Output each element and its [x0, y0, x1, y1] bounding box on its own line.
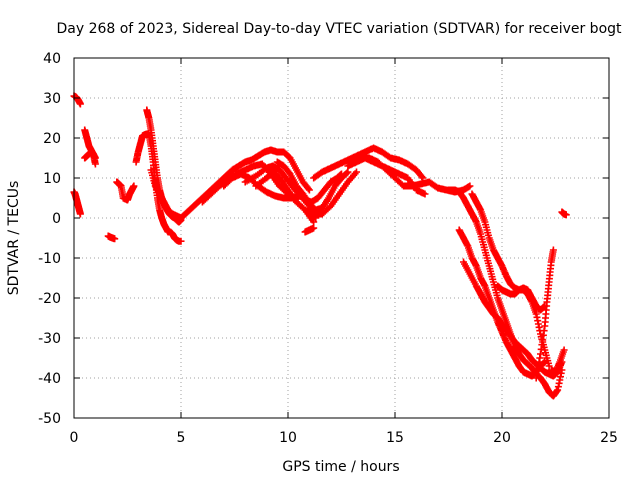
series-p	[301, 224, 318, 236]
y-axis-ticks: -50 -40 -30 -20 -10 0 10 20 30 40	[38, 51, 609, 427]
x-tick-label: 25	[600, 430, 618, 446]
x-tick-label: 10	[279, 430, 297, 446]
series-markers	[460, 258, 566, 380]
series-markers	[252, 168, 360, 218]
y-tick-label: -50	[38, 411, 61, 427]
series-f	[113, 178, 138, 204]
y-tick-label: -30	[38, 331, 61, 347]
x-tick-label: 15	[386, 430, 404, 446]
y-tick-label: -40	[38, 371, 61, 387]
series-markers	[310, 144, 427, 182]
series-q	[310, 144, 427, 182]
series-d	[81, 148, 99, 168]
x-tick-label: 5	[177, 430, 186, 446]
series-markers	[301, 224, 318, 236]
series-z	[547, 346, 568, 376]
series-e	[104, 232, 119, 243]
series-aa	[558, 208, 570, 219]
series-markers	[547, 346, 568, 376]
y-tick-label: 30	[43, 91, 61, 107]
series-markers	[532, 246, 557, 382]
plot-frame	[73, 57, 610, 419]
data-points	[70, 92, 570, 400]
series-v	[460, 258, 566, 380]
series-markers	[81, 148, 99, 168]
series-markers	[273, 158, 352, 214]
series-y	[532, 246, 557, 382]
x-axis-ticks: 0 5 10 15 20 25	[70, 58, 618, 446]
y-tick-label: 10	[43, 171, 61, 187]
series-o	[273, 158, 352, 214]
series-n	[252, 168, 360, 218]
series-markers	[70, 92, 84, 108]
x-tick-label: 20	[493, 430, 511, 446]
chart-title: Day 268 of 2023, Sidereal Day-to-day VTE…	[56, 21, 622, 37]
series-x	[494, 282, 549, 314]
x-axis-title: GPS time / hours	[282, 459, 399, 475]
y-tick-label: -20	[38, 291, 61, 307]
series-markers	[494, 282, 549, 314]
series-markers	[113, 178, 138, 204]
y-axis-title: SDTVAR / TECUs	[6, 181, 22, 296]
series-a	[70, 92, 84, 108]
series-markers	[558, 208, 570, 219]
x-tick-label: 0	[70, 430, 79, 446]
series-markers	[147, 166, 185, 222]
series-markers	[70, 188, 84, 218]
y-tick-label: -10	[38, 251, 61, 267]
y-tick-label: 20	[43, 131, 61, 147]
y-tick-label: 0	[52, 211, 61, 227]
series-b	[70, 188, 84, 218]
series-markers	[104, 232, 119, 243]
series-i	[147, 166, 185, 222]
y-tick-label: 40	[43, 51, 61, 67]
